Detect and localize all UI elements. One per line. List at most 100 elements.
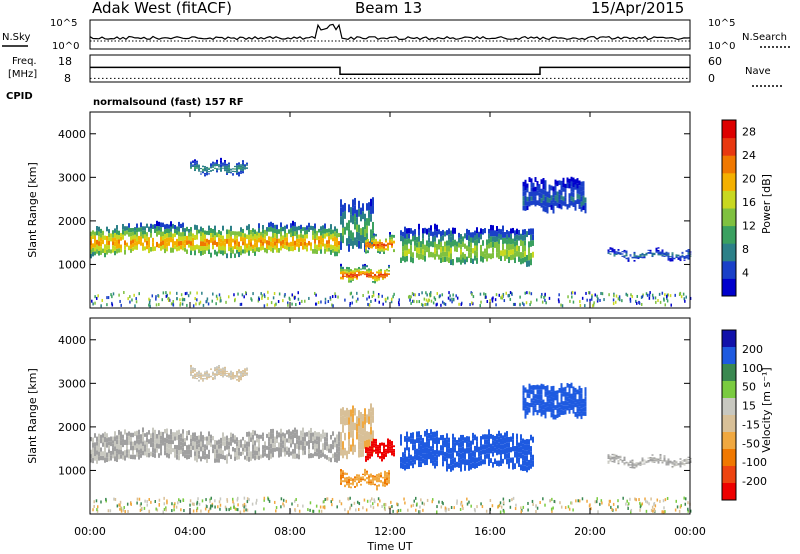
scatter-cell bbox=[373, 449, 375, 452]
colorbar-segment bbox=[722, 137, 736, 156]
scatter-cell bbox=[202, 435, 204, 440]
scatter-cell bbox=[358, 273, 360, 277]
scatter-cell bbox=[607, 460, 610, 463]
scatter-cell bbox=[312, 440, 314, 446]
scatter-cell bbox=[472, 248, 474, 254]
scatter-cell bbox=[633, 256, 636, 259]
scatter-cell bbox=[556, 413, 559, 418]
scatter-cell bbox=[266, 433, 268, 438]
scatter-cell bbox=[124, 439, 126, 445]
scatter-cell bbox=[391, 236, 393, 240]
scatter-cell bbox=[526, 260, 528, 267]
scatter-cell bbox=[342, 415, 344, 425]
scatter-cell bbox=[254, 242, 256, 248]
scatter-cell bbox=[100, 447, 102, 452]
scatter-cell bbox=[228, 375, 230, 377]
scatter-cell bbox=[156, 434, 158, 439]
scatter-cell bbox=[350, 444, 352, 452]
scatter-cell bbox=[190, 449, 192, 454]
scatter-cell bbox=[640, 302, 643, 306]
scatter-cell bbox=[532, 436, 534, 443]
scatter-cell bbox=[244, 444, 246, 448]
scatter-cell bbox=[356, 268, 358, 271]
scatter-cell bbox=[206, 376, 208, 379]
scatter-cell bbox=[98, 236, 100, 242]
scatter-cell bbox=[210, 228, 212, 233]
scatter-cell bbox=[258, 447, 260, 452]
scatter-cell bbox=[292, 453, 294, 459]
scatter-cell bbox=[364, 408, 366, 417]
scatter-cell bbox=[524, 229, 526, 235]
scatter-cell bbox=[568, 202, 571, 208]
scatter-cell bbox=[454, 457, 456, 463]
scatter-cell bbox=[246, 248, 248, 253]
scatter-cell bbox=[344, 479, 346, 483]
scatter-cell bbox=[550, 412, 553, 418]
scatter-cell bbox=[178, 221, 180, 227]
scatter-cell bbox=[414, 459, 416, 465]
scatter-cell bbox=[209, 506, 212, 510]
scatter-cell bbox=[446, 452, 448, 459]
scatter-cell bbox=[202, 451, 204, 455]
scatter-cell bbox=[134, 227, 136, 231]
scatter-cell bbox=[220, 162, 222, 165]
scatter-cell bbox=[455, 294, 457, 298]
scatter-cell bbox=[172, 436, 174, 441]
scatter-cell bbox=[320, 509, 323, 513]
scatter-cell bbox=[623, 462, 626, 464]
scatter-cell bbox=[196, 225, 198, 230]
velocity-heatmap bbox=[90, 364, 692, 514]
scatter-cell bbox=[216, 370, 218, 373]
scatter-cell bbox=[114, 441, 116, 447]
scatter-cell bbox=[413, 499, 416, 503]
scatter-cell bbox=[248, 498, 250, 502]
scatter-cell bbox=[208, 376, 210, 378]
scatter-cell bbox=[623, 456, 626, 459]
scatter-cell bbox=[627, 462, 630, 464]
scatter-cell bbox=[212, 245, 214, 250]
scatter-cell bbox=[168, 233, 170, 238]
scatter-cell bbox=[611, 460, 614, 463]
scatter-cell bbox=[90, 240, 92, 246]
scatter-cell bbox=[278, 452, 280, 458]
scatter-cell bbox=[297, 504, 299, 508]
scatter-cell bbox=[236, 371, 238, 373]
scatter-cell bbox=[122, 455, 124, 460]
scatter-cell bbox=[324, 445, 326, 450]
scatter-cell bbox=[186, 454, 188, 460]
scatter-cell bbox=[222, 369, 224, 371]
scatter-cell bbox=[429, 293, 432, 297]
scatter-cell bbox=[208, 171, 210, 173]
scatter-cell bbox=[206, 375, 208, 377]
scatter-cell bbox=[284, 293, 286, 297]
scatter-cell bbox=[348, 267, 350, 270]
scatter-cell bbox=[296, 238, 298, 243]
scatter-cell bbox=[541, 300, 544, 304]
scatter-cell bbox=[536, 506, 539, 510]
scatter-cell bbox=[216, 251, 218, 257]
scatter-cell bbox=[244, 237, 246, 242]
scatter-cell bbox=[510, 228, 512, 234]
scatter-cell bbox=[183, 298, 186, 302]
scatter-cell bbox=[559, 501, 561, 505]
scatter-cell bbox=[619, 456, 622, 458]
scatter-cell bbox=[294, 295, 296, 299]
scatter-cell bbox=[601, 292, 604, 296]
scatter-cell bbox=[646, 500, 649, 504]
scatter-cell bbox=[589, 503, 591, 507]
scatter-cell bbox=[653, 461, 656, 463]
scatter-cell bbox=[350, 238, 352, 246]
scatter-cell bbox=[272, 447, 274, 453]
scatter-cell bbox=[496, 236, 498, 242]
scatter-cell bbox=[607, 462, 610, 464]
scatter-cell bbox=[382, 276, 384, 279]
scatter-cell bbox=[288, 429, 290, 434]
scatter-cell bbox=[200, 446, 202, 452]
scatter-cell bbox=[462, 440, 464, 447]
scatter-cell bbox=[400, 235, 402, 242]
scatter-cell bbox=[382, 484, 384, 487]
scatter-cell bbox=[687, 459, 690, 461]
scatter-cell bbox=[119, 503, 121, 507]
scatter-cell bbox=[195, 302, 197, 306]
